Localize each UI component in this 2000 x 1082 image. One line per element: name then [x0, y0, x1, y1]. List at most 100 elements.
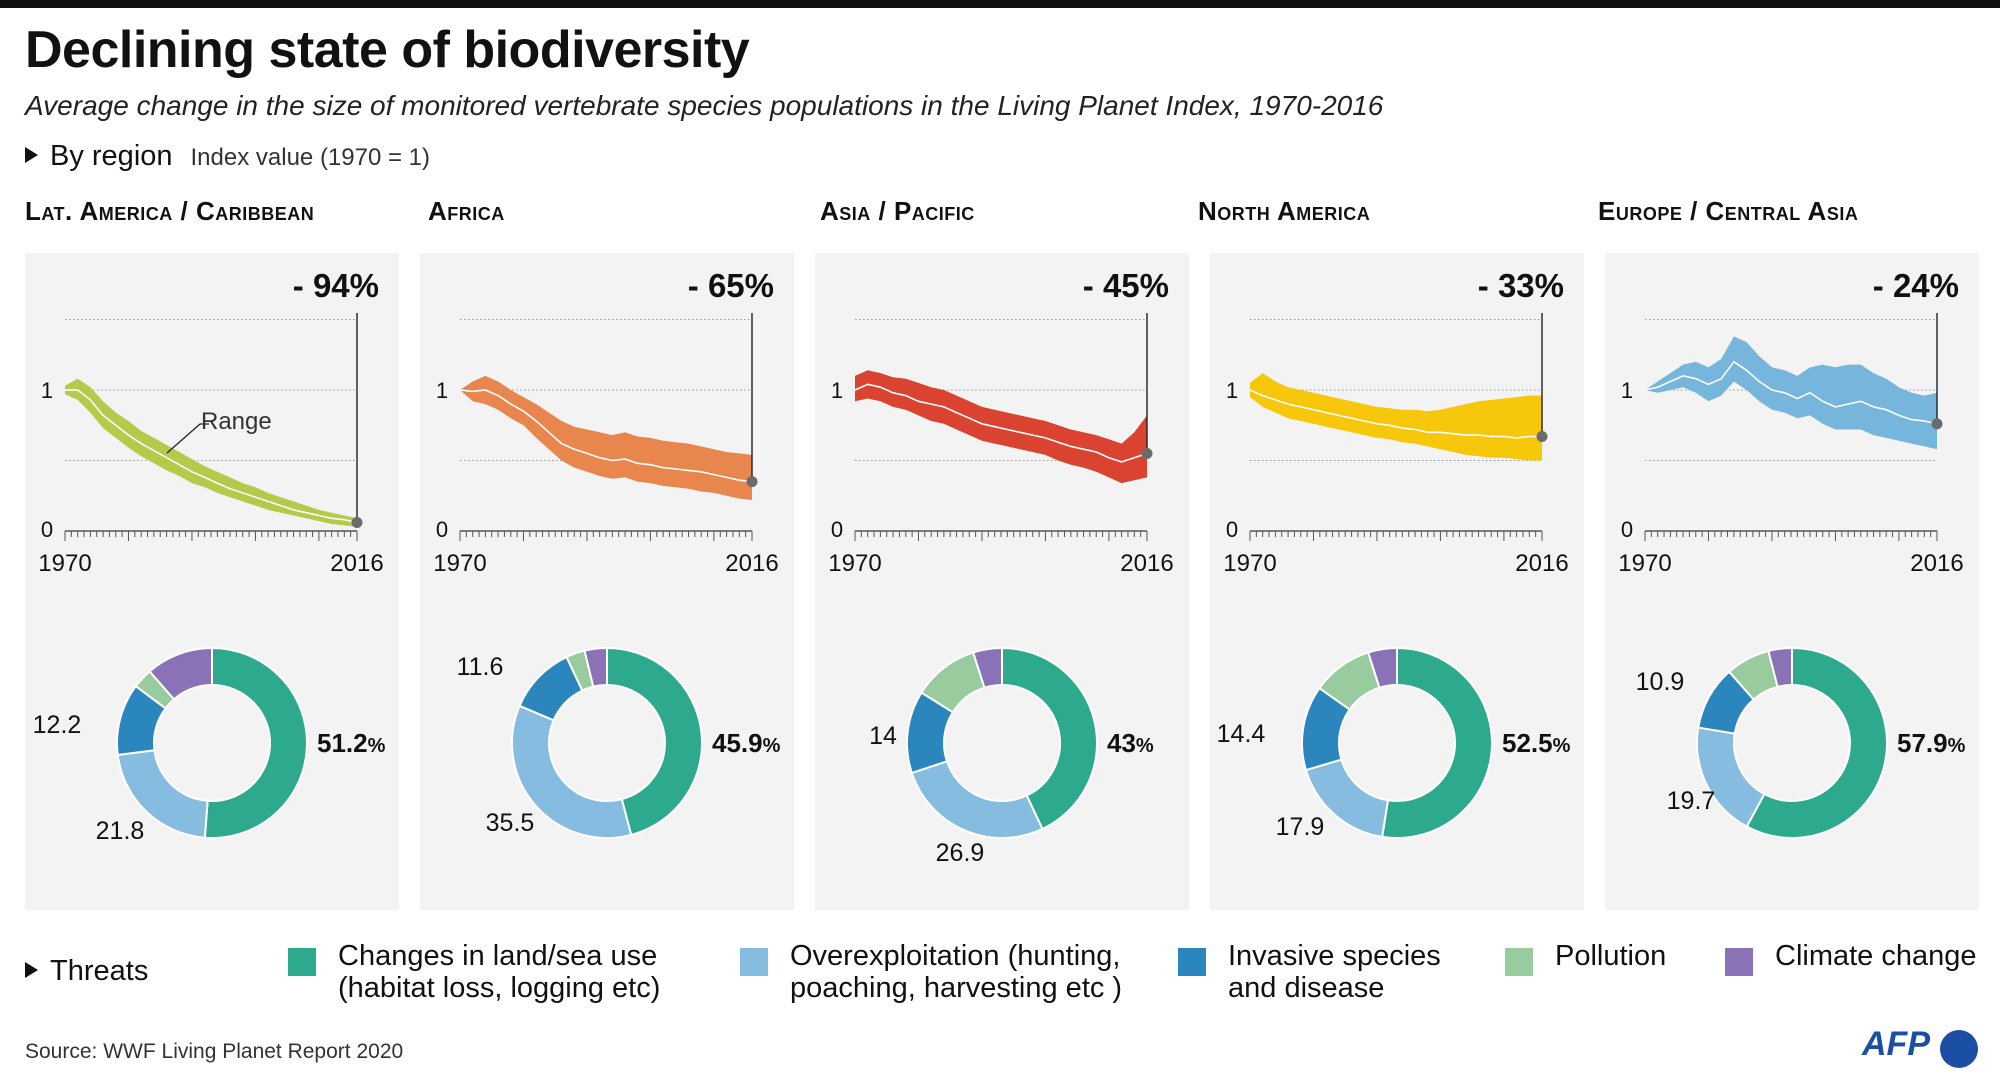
- source-note: Source: WWF Living Planet Report 2020: [25, 1040, 404, 1063]
- region-title: Lat. America / Caribbean: [25, 196, 315, 226]
- index-line: [459, 389, 753, 483]
- legend-swatch: [288, 948, 316, 976]
- x-start-label: 1970: [1223, 550, 1276, 577]
- index-line: [854, 383, 1148, 463]
- x-end-label: 2016: [725, 550, 778, 577]
- x-end-label: 2016: [1910, 550, 1963, 577]
- legend-text: Climate change: [1775, 940, 1977, 972]
- overexploitation-share-label: 35.5: [486, 809, 535, 837]
- donut-slice-climate: [1366, 646, 1398, 689]
- threats-label: Threats: [50, 955, 149, 987]
- legend-line: Changes in land/sea use: [338, 940, 658, 972]
- index-line: [1644, 360, 1938, 425]
- percent-change-label: - 65%: [688, 267, 774, 304]
- region-panel: - 45% 1970 2016 1 0 43% 26.9 14: [815, 253, 1189, 910]
- legend-line: Pollution: [1555, 940, 1667, 972]
- donut-slice-climate: [148, 646, 213, 701]
- region-panel: - 94% 1970 2016 1 0 Range 51.2% 21.8 12.2: [25, 253, 399, 910]
- range-annotation: Range: [201, 408, 272, 435]
- chart-subtitle: Average change in the size of monitored …: [25, 90, 1384, 121]
- index-line: [1249, 389, 1542, 439]
- index-line: [65, 389, 358, 524]
- y-tick-label: 1: [831, 378, 843, 403]
- legend-line: Overexploitation (hunting,: [790, 940, 1121, 972]
- range-band: [855, 370, 1147, 484]
- region-title: Europe / Central Asia: [1598, 196, 1859, 226]
- invasive-share-label: 14: [869, 722, 897, 750]
- threats-heading: Threats: [25, 955, 148, 988]
- range-band: [1645, 336, 1937, 450]
- legend-line: poaching, harvesting etc ): [790, 972, 1123, 1004]
- x-end-label: 2016: [1120, 550, 1173, 577]
- donut-slice-climate: [583, 646, 608, 688]
- y-tick-label: 1: [41, 378, 53, 403]
- percent-sign: %: [1136, 735, 1154, 757]
- donut-slice-climate: [971, 646, 1003, 689]
- by-region-label: By region: [50, 140, 173, 172]
- region-panel: - 65% 1970 2016 1 0 45.9% 35.5 11.6: [420, 253, 794, 910]
- index-label: Index value (1970 = 1): [190, 144, 431, 171]
- region-chart-svg: - 94% 1970 2016 1 0 Range 51.2% 21.8 12.2: [33, 267, 386, 845]
- region-panel: - 24% 1970 2016 1 0 57.9% 19.7 10.9: [1605, 253, 1979, 910]
- region-chart-svg: - 45% 1970 2016 1 0 43% 26.9 14: [828, 267, 1173, 867]
- percent-sign: %: [368, 735, 386, 757]
- legend-swatch: [1178, 948, 1206, 976]
- range-band: [1250, 373, 1542, 461]
- invasive-share-label: 11.6: [457, 653, 504, 681]
- legend-swatch: [1505, 948, 1533, 976]
- afp-logo: AFP: [1862, 1025, 1930, 1063]
- legend-text: Overexploitation (hunting, poaching, harv…: [790, 940, 1122, 1004]
- region-panel: - 33% 1970 2016 1 0 52.5% 17.9 14.4: [1210, 253, 1584, 910]
- invasive-share-label: 14.4: [1217, 720, 1266, 748]
- legend-text: Invasive species and disease: [1228, 940, 1441, 1004]
- y-tick-label: 0: [1226, 517, 1238, 542]
- x-start-label: 1970: [828, 550, 881, 577]
- donut-slice-land-sea: [203, 646, 308, 839]
- end-value-point: [1931, 418, 1943, 430]
- region-title: North America: [1198, 196, 1371, 226]
- land-sea-share-label: 57.9%: [1897, 728, 1966, 758]
- afp-logo-dot: [1940, 1030, 1978, 1068]
- overexploitation-share-label: 26.9: [936, 839, 985, 867]
- triangle-bullet-icon: [25, 962, 38, 979]
- y-tick-label: 0: [831, 517, 843, 542]
- x-start-label: 1970: [38, 550, 91, 577]
- percent-change-label: - 45%: [1083, 267, 1169, 304]
- donut-slice-land-sea: [1001, 646, 1098, 831]
- legend-text: Changes in land/sea use (habitat loss, lo…: [338, 940, 660, 1004]
- percent-change-label: - 24%: [1873, 267, 1959, 304]
- donut-slice-land-sea: [606, 646, 703, 837]
- donut-slice-land-sea: [1380, 646, 1493, 839]
- land-sea-share-label: 51.2%: [317, 728, 386, 758]
- legend-text: Pollution: [1555, 940, 1666, 972]
- x-start-label: 1970: [433, 550, 486, 577]
- y-tick-label: 0: [1621, 517, 1633, 542]
- region-title: Africa: [428, 196, 505, 226]
- x-end-label: 2016: [1515, 550, 1568, 577]
- percent-change-label: - 33%: [1478, 267, 1564, 304]
- range-band: [460, 375, 752, 500]
- land-sea-share-label: 43%: [1107, 728, 1154, 758]
- range-annotation-leader: [166, 423, 209, 454]
- y-tick-label: 1: [1226, 378, 1238, 403]
- legend-line: Climate change: [1775, 940, 1977, 972]
- range-band: [65, 378, 357, 527]
- land-sea-share-label: 52.5%: [1502, 728, 1571, 758]
- top-bar: [0, 0, 2000, 8]
- legend-line: Invasive species: [1228, 940, 1441, 972]
- percent-change-label: - 94%: [293, 267, 379, 304]
- invasive-share-label: 10.9: [1636, 668, 1685, 696]
- donut-slice-overexploitation: [511, 704, 633, 839]
- overexploitation-share-label: 19.7: [1667, 787, 1716, 815]
- percent-sign: %: [1553, 735, 1571, 757]
- overexploitation-share-label: 17.9: [1276, 813, 1325, 841]
- legend-line: and disease: [1228, 972, 1385, 1004]
- land-sea-share-label: 45.9%: [712, 728, 781, 758]
- y-tick-label: 1: [436, 378, 448, 403]
- triangle-bullet-icon: [25, 147, 38, 164]
- end-value-point: [1141, 447, 1153, 459]
- by-region-heading: By region Index value (1970 = 1): [25, 140, 430, 173]
- y-tick-label: 0: [436, 517, 448, 542]
- donut-slice-climate: [1767, 646, 1793, 689]
- region-chart-svg: - 65% 1970 2016 1 0 45.9% 35.5 11.6: [433, 267, 781, 839]
